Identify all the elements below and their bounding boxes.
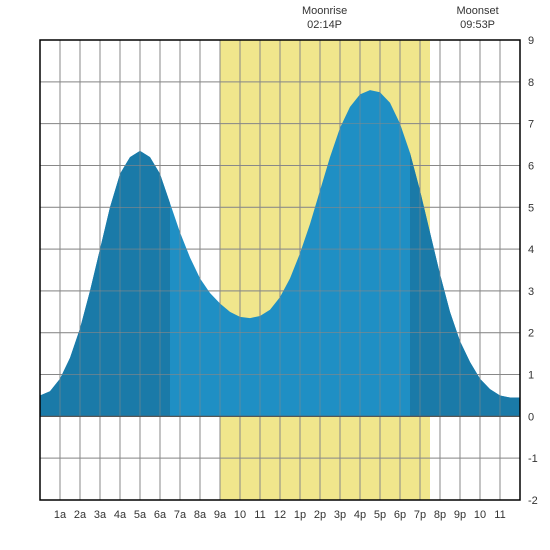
y-tick-label: -1 [528,453,538,465]
y-tick-label: 4 [528,244,534,256]
y-tick-label: -2 [528,495,538,507]
x-tick-label: 1p [294,509,306,521]
x-tick-label: 4a [114,509,127,521]
y-tick-label: 6 [528,160,534,172]
moonrise-label: Moonrise [302,5,347,17]
y-tick-label: 0 [528,411,534,423]
x-tick-label: 10 [474,509,486,521]
y-tick-label: 2 [528,328,534,340]
x-tick-label: 9a [214,509,227,521]
x-tick-label: 6p [394,509,406,521]
y-tick-label: 7 [528,119,534,131]
chart-svg: -2-101234567891a2a3a4a5a6a7a8a9a1011121p… [0,0,550,550]
y-tick-label: 8 [528,77,534,89]
x-tick-label: 5a [134,509,147,521]
x-tick-label: 5p [374,509,386,521]
moonrise-time: 02:14P [307,19,342,31]
x-tick-label: 12 [274,509,286,521]
x-tick-label: 11 [254,509,265,521]
x-tick-label: 2p [314,509,326,521]
moonset-label: Moonset [456,5,498,17]
x-tick-label: 11 [494,509,505,521]
x-tick-label: 7p [414,509,426,521]
x-tick-label: 8p [434,509,446,521]
x-tick-label: 1a [54,509,67,521]
x-tick-label: 7a [174,509,187,521]
x-tick-label: 3p [334,509,346,521]
y-tick-label: 9 [528,35,534,47]
x-tick-label: 10 [234,509,246,521]
x-tick-label: 2a [74,509,87,521]
x-tick-label: 9p [454,509,466,521]
y-tick-label: 5 [528,202,534,214]
x-tick-label: 3a [94,509,107,521]
moonset-time: 09:53P [460,19,495,31]
x-tick-label: 6a [154,509,167,521]
y-tick-label: 3 [528,286,534,298]
tide-chart: -2-101234567891a2a3a4a5a6a7a8a9a1011121p… [0,0,550,550]
x-tick-label: 4p [354,509,366,521]
y-tick-label: 1 [528,370,534,382]
x-tick-label: 8a [194,509,207,521]
